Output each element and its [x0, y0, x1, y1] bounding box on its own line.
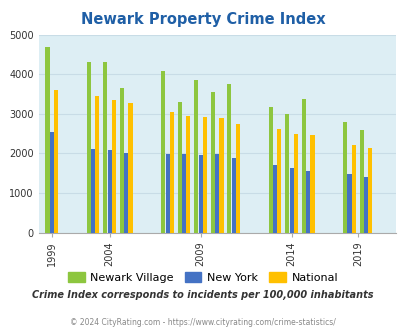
Text: Newark Property Crime Index: Newark Property Crime Index — [81, 12, 324, 26]
Bar — [359, 130, 363, 233]
Bar — [351, 145, 355, 233]
Bar — [310, 135, 314, 233]
Bar — [119, 88, 124, 233]
Bar — [367, 148, 371, 233]
Bar — [231, 158, 235, 233]
Bar — [103, 62, 107, 233]
Bar — [161, 71, 165, 233]
Bar — [50, 132, 54, 233]
Bar — [268, 107, 272, 233]
Bar — [305, 171, 309, 233]
Bar — [169, 112, 173, 233]
Bar — [227, 84, 231, 233]
Bar — [363, 177, 367, 233]
Bar — [210, 92, 214, 233]
Bar — [87, 62, 91, 233]
Bar — [215, 154, 219, 233]
Legend: Newark Village, New York, National: Newark Village, New York, National — [64, 268, 341, 287]
Bar — [186, 116, 190, 233]
Bar — [277, 129, 281, 233]
Bar — [177, 102, 181, 233]
Bar — [181, 154, 186, 233]
Text: © 2024 CityRating.com - https://www.cityrating.com/crime-statistics/: © 2024 CityRating.com - https://www.city… — [70, 318, 335, 327]
Bar — [95, 96, 99, 233]
Bar — [219, 118, 223, 233]
Bar — [194, 80, 198, 233]
Bar — [273, 165, 277, 233]
Bar — [54, 90, 58, 233]
Text: Crime Index corresponds to incidents per 100,000 inhabitants: Crime Index corresponds to incidents per… — [32, 290, 373, 300]
Bar — [107, 150, 111, 233]
Bar — [293, 134, 297, 233]
Bar — [112, 100, 116, 233]
Bar — [91, 149, 95, 233]
Bar — [198, 155, 202, 233]
Bar — [128, 103, 132, 233]
Bar — [301, 99, 305, 233]
Bar — [165, 154, 169, 233]
Bar — [45, 47, 49, 233]
Bar — [289, 169, 293, 233]
Bar — [342, 122, 346, 233]
Bar — [124, 153, 128, 233]
Bar — [202, 117, 207, 233]
Bar — [347, 174, 351, 233]
Bar — [235, 124, 239, 233]
Bar — [285, 114, 289, 233]
